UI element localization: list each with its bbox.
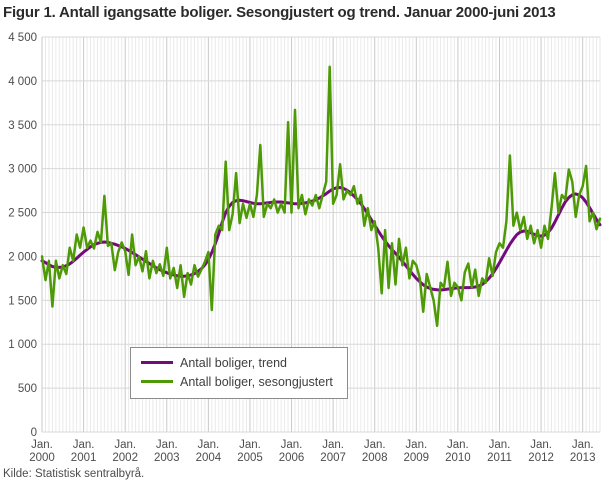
svg-text:1 000: 1 000: [8, 339, 37, 351]
svg-text:Jan.2001: Jan. 2001: [71, 439, 97, 464]
chart-plot: 0 500 1 000 1 500 2 000 2 500 3 000 3 500 4 000 4…: [8, 32, 602, 464]
svg-text:Jan.2005: Jan. 2005: [237, 439, 263, 464]
svg-text:Jan.2008: Jan. 2008: [362, 439, 388, 464]
figure-title: Figur 1. Antall igangsatte boliger. Seso…: [3, 4, 556, 21]
source-note: Kilde: Statistisk sentralbyrå.: [3, 468, 145, 480]
svg-text:4 500: 4 500: [8, 32, 37, 44]
legend: Antall boliger, trend Antall boliger, se…: [130, 347, 348, 399]
svg-text:Jan.2004: Jan. 2004: [196, 439, 222, 464]
svg-text:Jan.2007: Jan. 2007: [320, 439, 346, 464]
svg-text:Jan.2012: Jan. 2012: [528, 439, 554, 464]
legend-item-trend: Antall boliger, trend: [141, 353, 333, 372]
legend-label-trend: Antall boliger, trend: [180, 355, 288, 370]
legend-item-sesongjustert: Antall boliger, sesongjustert: [141, 372, 333, 391]
svg-text:Jan.2006: Jan. 2006: [279, 439, 305, 464]
svg-text:2 500: 2 500: [8, 208, 37, 220]
legend-swatch-sesongjustert: [141, 380, 173, 383]
svg-text:Jan.2000: Jan. 2000: [29, 439, 55, 464]
svg-text:500: 500: [18, 383, 37, 395]
svg-text:Jan.2011: Jan. 2011: [487, 439, 512, 464]
legend-swatch-trend: [141, 361, 173, 364]
svg-text:Jan.2013: Jan. 2013: [570, 439, 596, 464]
svg-text:Jan.2010: Jan. 2010: [445, 439, 471, 464]
legend-label-sesongjustert: Antall boliger, sesongjustert: [180, 374, 333, 389]
svg-text:Jan.2003: Jan. 2003: [154, 439, 180, 464]
svg-text:3 500: 3 500: [8, 120, 37, 132]
svg-text:1 500: 1 500: [8, 295, 37, 307]
svg-text:0: 0: [31, 427, 37, 439]
svg-text:4 000: 4 000: [8, 76, 37, 88]
svg-text:2 000: 2 000: [8, 251, 37, 263]
svg-text:Jan.2002: Jan. 2002: [112, 439, 138, 464]
svg-text:Jan.2009: Jan. 2009: [404, 439, 430, 464]
svg-text:3 000: 3 000: [8, 164, 37, 176]
